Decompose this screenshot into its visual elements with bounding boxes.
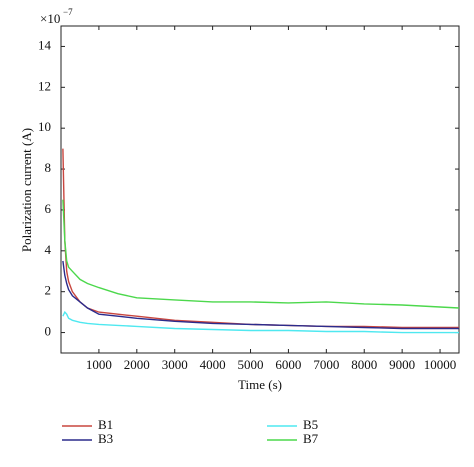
- x-tick-label: 4000: [200, 357, 226, 372]
- x-axis-label: Time (s): [238, 377, 282, 392]
- y-tick-label: 8: [45, 160, 52, 175]
- y-tick-label: 6: [45, 201, 52, 216]
- x-tick-label: 9000: [389, 357, 415, 372]
- series-line: [62, 260, 459, 330]
- legend-label: B1: [98, 417, 113, 432]
- x-tick-label: 3000: [162, 357, 188, 372]
- legend-label: B5: [303, 417, 318, 432]
- x-tick-label: 1000: [86, 357, 112, 372]
- series-line: [62, 310, 459, 334]
- y-tick-label: 2: [45, 283, 52, 298]
- x-tick-label: 6000: [275, 357, 301, 372]
- y-tick-label: 12: [38, 78, 51, 93]
- series-line: [62, 148, 459, 329]
- x-tick-label: 10000: [424, 357, 457, 372]
- legend-label: B7: [303, 431, 319, 446]
- x-tick-label: 7000: [313, 357, 339, 372]
- x-tick-label: 5000: [238, 357, 264, 372]
- y-multiplier: ×10: [40, 11, 60, 26]
- x-tick-label: 2000: [124, 357, 150, 372]
- x-tick-label: 8000: [351, 357, 377, 372]
- y-axis-label: Polarization current (A): [19, 128, 34, 252]
- y-tick-label: 4: [45, 242, 52, 257]
- y-tick-label: 14: [38, 37, 52, 52]
- y-tick-label: 10: [38, 119, 51, 134]
- legend-label: B3: [98, 431, 113, 446]
- y-multiplier-exponent: −7: [63, 7, 73, 17]
- series-line: [62, 199, 460, 309]
- y-tick-label: 0: [45, 324, 52, 339]
- plot-frame: [60, 25, 460, 354]
